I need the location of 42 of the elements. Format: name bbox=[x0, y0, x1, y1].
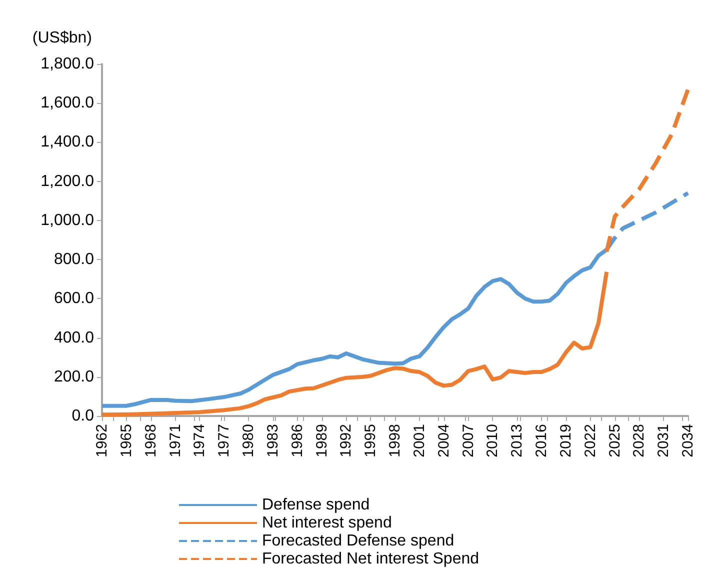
y-tick-label: 400.0 bbox=[54, 329, 94, 346]
x-tick-label: 1983 bbox=[264, 424, 282, 458]
y-tick-label: 1,400.0 bbox=[40, 134, 94, 151]
y-axis-title: (US$bn) bbox=[32, 30, 92, 46]
y-tick-label: 1,800.0 bbox=[40, 56, 94, 72]
line-series bbox=[100, 270, 609, 417]
x-tick-label: 2034 bbox=[680, 424, 696, 458]
y-tick-label: 1,000.0 bbox=[40, 212, 94, 229]
legend-label: Forecasted Net interest Spend bbox=[262, 550, 480, 568]
x-tick-label: 2028 bbox=[630, 424, 648, 458]
x-tick-label: 2013 bbox=[508, 424, 526, 458]
x-tick-label: 2025 bbox=[606, 424, 624, 458]
x-tick-label: 2016 bbox=[533, 424, 550, 458]
x-tick-label: 2004 bbox=[435, 424, 452, 458]
x-tick-label: 1974 bbox=[191, 424, 208, 458]
x-tick-label: 1986 bbox=[288, 424, 306, 458]
x-tick-label: 2019 bbox=[557, 424, 574, 458]
y-tick-label: 1,200.0 bbox=[40, 172, 94, 190]
y-tick-label: 600.0 bbox=[54, 290, 94, 308]
legend-label: Net interest spend bbox=[262, 514, 392, 532]
x-tick-label: 1977 bbox=[216, 424, 233, 458]
legend-label: Defense spend bbox=[262, 496, 370, 514]
x-tick-label: 1992 bbox=[338, 424, 355, 458]
y-tick-label: 1,600.0 bbox=[40, 94, 94, 112]
x-tick-label: 2007 bbox=[460, 424, 477, 458]
x-tick-label: 1995 bbox=[362, 424, 380, 458]
x-tick-label: 2010 bbox=[484, 424, 502, 458]
x-tick-label: 1998 bbox=[386, 424, 404, 458]
x-tick-label: 1980 bbox=[240, 424, 257, 458]
y-tick-label: 0.0 bbox=[72, 408, 94, 424]
x-tick-label: 1965 bbox=[118, 424, 135, 458]
x-tick-label: 1962 bbox=[94, 424, 110, 458]
line-series bbox=[604, 87, 690, 254]
x-tick-label: 1989 bbox=[313, 424, 330, 458]
x-tick-label: 2022 bbox=[582, 424, 599, 458]
x-tick-label: 2031 bbox=[655, 424, 672, 458]
y-tick-label: 800.0 bbox=[54, 251, 94, 268]
x-tick-label: 1968 bbox=[142, 424, 160, 458]
x-tick-label: 2001 bbox=[410, 424, 428, 458]
legend-label: Forecasted Defense spend bbox=[262, 532, 454, 550]
x-tick-label: 1971 bbox=[166, 424, 184, 458]
y-tick-label: 200.0 bbox=[54, 368, 94, 386]
